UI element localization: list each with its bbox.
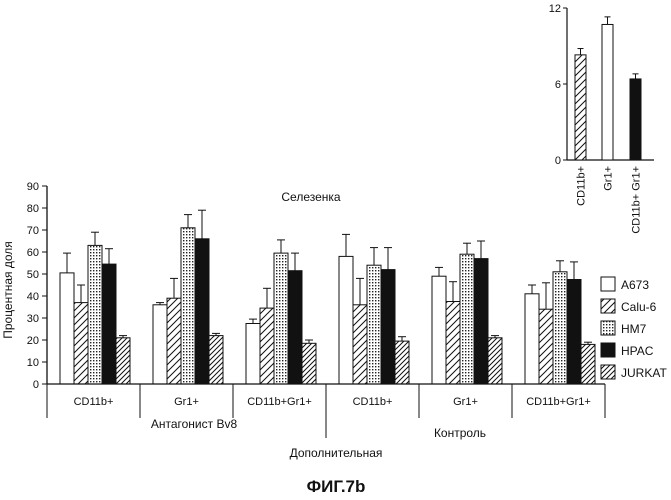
- y-tick-label: 50: [27, 269, 39, 281]
- y-tick-label: 0: [33, 379, 39, 391]
- y-tick-label: 40: [27, 291, 39, 303]
- bar-series: [60, 210, 595, 384]
- inset-y-tick-label: 6: [555, 79, 561, 91]
- category-label: CD11b+Gr1+: [247, 396, 312, 408]
- bar-jurkat: [302, 343, 316, 384]
- y-tick-label: 60: [27, 247, 39, 259]
- x-axis: CD11b+Gr1+CD11b+Gr1+CD11b+Gr1+CD11b+Gr1+: [47, 384, 605, 438]
- bar-hm7: [460, 254, 474, 384]
- inset-bar: [630, 79, 641, 160]
- category-label: Gr1+: [453, 396, 478, 408]
- bar-calu-6: [539, 309, 553, 384]
- inset-x-label: Gr1+: [603, 166, 615, 191]
- group-label-control: Контроль: [434, 426, 486, 440]
- inset-bar: [602, 24, 613, 160]
- group-label-antagonist: Антагонист Bv8: [151, 417, 238, 431]
- figure-caption: ФИГ.7b: [307, 477, 366, 496]
- bar-hm7: [367, 265, 381, 384]
- bar-calu-6: [353, 305, 367, 384]
- category-label: CD11b+Gr1+: [526, 396, 591, 408]
- legend-label: A673: [621, 278, 649, 292]
- y-axis-ticks: 0 10 20 30 40 50 60 70 80 90: [27, 181, 47, 391]
- inset-x-label: CD11b+: [576, 166, 588, 206]
- bar-jurkat: [581, 344, 595, 384]
- inset-bar: [575, 55, 586, 160]
- category-label: Gr1+: [174, 396, 199, 408]
- chart-title: Селезенка: [281, 190, 341, 204]
- bar-hpac: [195, 239, 209, 384]
- y-tick-label: 10: [27, 357, 39, 369]
- bar-a673: [432, 276, 446, 384]
- inset-chart: 0 6 12 CD11b+ Gr1+ CD11b+ Gr1+: [549, 3, 654, 234]
- bar-a673: [153, 305, 167, 384]
- bar-hm7: [181, 228, 195, 384]
- bar-jurkat: [116, 338, 130, 384]
- category-label: CD11b+: [353, 396, 393, 408]
- inset-x-labels: CD11b+ Gr1+ CD11b+ Gr1+: [576, 166, 643, 234]
- y-tick-label: 20: [27, 335, 39, 347]
- bar-a673: [246, 324, 260, 385]
- legend-label: JURKAT: [621, 366, 667, 380]
- inset-y-tick-label: 12: [549, 3, 561, 15]
- legend-swatch: [601, 365, 615, 379]
- legend-swatch: [601, 321, 615, 335]
- bar-hm7: [88, 245, 102, 384]
- legend-label: HPAC: [621, 344, 654, 358]
- legend-label: HM7: [621, 322, 647, 336]
- inset-y-tick-label: 0: [555, 155, 561, 167]
- bar-jurkat: [488, 338, 502, 384]
- category-label: CD11b+: [74, 396, 114, 408]
- legend-swatch: [601, 277, 615, 291]
- bar-jurkat: [395, 341, 409, 384]
- bar-hpac: [567, 280, 581, 385]
- y-tick-label: 80: [27, 203, 39, 215]
- x-axis-label: Дополнительная: [290, 446, 383, 460]
- legend-swatch: [601, 299, 615, 313]
- bar-calu-6: [260, 308, 274, 384]
- bar-hpac: [102, 264, 116, 384]
- figure: Селезенка Процентная доля 01020304050607…: [0, 0, 671, 500]
- bar-a673: [60, 273, 74, 384]
- bar-hm7: [274, 253, 288, 384]
- bar-hpac: [288, 271, 302, 384]
- bar-a673: [339, 256, 353, 384]
- bar-calu-6: [167, 298, 181, 384]
- legend-label: Calu-6: [621, 300, 657, 314]
- legend-swatch: [601, 343, 615, 357]
- bar-hpac: [474, 259, 488, 384]
- bar-hm7: [553, 272, 567, 384]
- bar-jurkat: [209, 336, 223, 384]
- legend: A673 Calu-6 HM7 HPAC JURKAT: [601, 277, 667, 380]
- y-tick-label: 70: [27, 225, 39, 237]
- bar-a673: [525, 294, 539, 384]
- bar-calu-6: [74, 303, 88, 384]
- main-chart: Селезенка Процентная доля 0 10 20 30 40 50 60 7…: [1, 181, 605, 460]
- y-tick-label: 30: [27, 313, 39, 325]
- bar-calu-6: [446, 302, 460, 385]
- inset-bars: [575, 17, 641, 160]
- y-tick-label: 90: [27, 181, 39, 193]
- bar-hpac: [381, 270, 395, 384]
- y-axis-label: Процентная доля: [1, 241, 15, 339]
- inset-x-label: CD11b+ Gr1+: [631, 166, 643, 234]
